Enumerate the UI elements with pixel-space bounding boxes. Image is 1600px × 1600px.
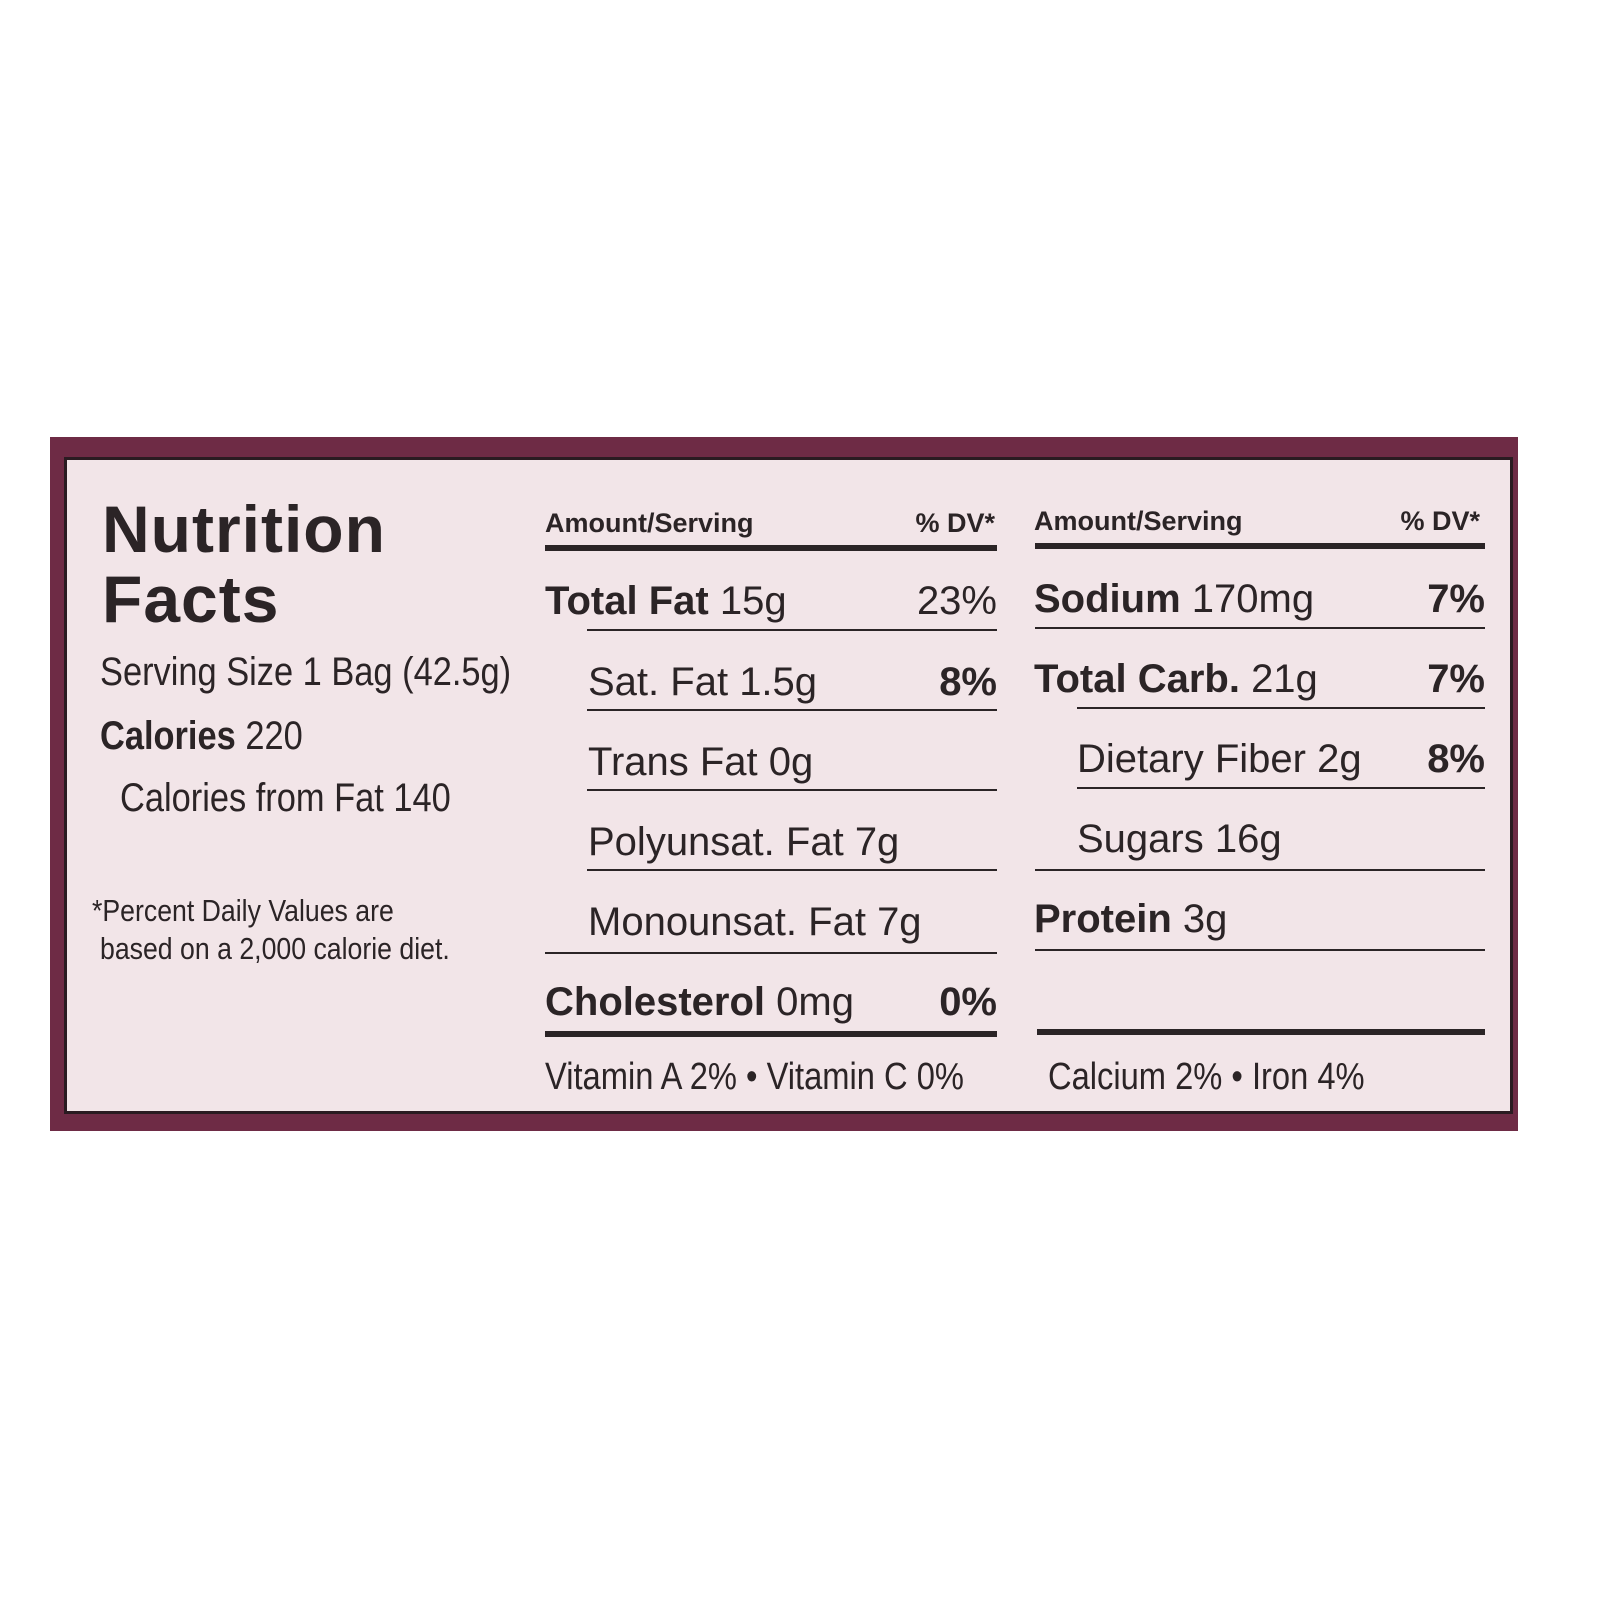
footnote-line2: based on a 2,000 calorie diet. <box>100 931 450 966</box>
nutrient-name: Dietary Fiber <box>1077 737 1306 781</box>
row-trans-fat: Trans Fat 0g <box>588 742 813 782</box>
header-dv-right: % DV* <box>1400 506 1480 536</box>
row-rule <box>1035 949 1485 951</box>
header-amount-right: Amount/Serving <box>1034 506 1243 536</box>
vitamins: Vitamin A 2% • Vitamin C 0% <box>545 1056 964 1098</box>
row-sodium: Sodium 170mg <box>1034 579 1314 619</box>
title-nutrition: Nutrition <box>102 492 386 566</box>
nutrient-name: Polyunsat. Fat <box>588 820 844 864</box>
dv-total-carb: 7% <box>1427 657 1485 701</box>
nutrient-amount: 21g <box>1251 657 1318 701</box>
nutrition-facts-panel <box>64 457 1513 1114</box>
dv-sat-fat: 8% <box>939 660 997 704</box>
nutrient-name: Total Carb. <box>1034 657 1240 701</box>
row-sugars: Sugars 16g <box>1077 819 1282 859</box>
row-rule <box>1077 707 1485 709</box>
nutrient-amount: 7g <box>877 900 922 944</box>
header-rule-left <box>545 545 997 551</box>
nutrient-amount: 170mg <box>1191 577 1315 621</box>
row-rule <box>1077 787 1485 789</box>
header-rule-right <box>1035 543 1485 549</box>
header-dv-left: % DV* <box>915 508 995 538</box>
row-rule <box>587 709 997 711</box>
row-dietary-fiber: Dietary Fiber 2g <box>1077 739 1362 779</box>
section-rule-left <box>545 1031 997 1037</box>
nutrient-amount: 1.5g <box>739 660 818 704</box>
nutrient-name: Sugars <box>1077 817 1204 861</box>
row-rule <box>587 629 997 631</box>
row-polyunsat-fat: Polyunsat. Fat 7g <box>588 822 899 862</box>
nutrient-amount: 3g <box>1182 897 1228 941</box>
row-protein: Protein 3g <box>1034 899 1227 939</box>
row-rule <box>587 789 997 791</box>
minerals: Calcium 2% • Iron 4% <box>1048 1056 1365 1098</box>
row-cholesterol: Cholesterol 0mg <box>545 982 854 1022</box>
row-rule <box>1035 627 1485 629</box>
footnote-line1: *Percent Daily Values are <box>92 893 394 928</box>
row-rule <box>1035 869 1485 871</box>
row-total-carb: Total Carb. 21g <box>1034 659 1318 699</box>
row-monounsat-fat: Monounsat. Fat 7g <box>588 902 922 942</box>
nutrient-amount: 2g <box>1317 737 1362 781</box>
nutrient-name: Total Fat <box>545 579 709 623</box>
nutrient-amount: 0mg <box>776 980 854 1024</box>
row-total-fat: Total Fat 15g <box>545 581 787 621</box>
header-amount-left: Amount/Serving <box>545 508 754 538</box>
calories: Calories 220 <box>100 716 303 756</box>
calories-label: Calories <box>100 714 236 758</box>
serving-size: Serving Size 1 Bag (42.5g) <box>100 650 512 694</box>
row-rule <box>545 952 997 954</box>
section-rule-right <box>1037 1029 1485 1035</box>
nutrient-name: Trans Fat <box>588 740 758 784</box>
nutrient-name: Monounsat. Fat <box>588 900 866 944</box>
dv-sodium: 7% <box>1427 577 1485 621</box>
nutrient-name: Sodium <box>1034 577 1181 621</box>
dv-cholesterol: 0% <box>939 980 997 1024</box>
nutrient-amount: 15g <box>719 579 787 623</box>
nutrient-amount: 7g <box>854 820 900 864</box>
title-facts: Facts <box>102 562 280 636</box>
nutrient-amount: 0g <box>768 740 814 784</box>
row-sat-fat: Sat. Fat 1.5g <box>588 662 817 702</box>
dv-total-fat: 23% <box>916 579 997 623</box>
dv-dietary-fiber: 8% <box>1427 737 1485 781</box>
nutrient-name: Cholesterol <box>545 980 766 1024</box>
row-rule <box>587 869 997 871</box>
nutrient-name: Sat. Fat <box>588 660 729 704</box>
nutrient-name: Protein <box>1034 897 1172 941</box>
nutrient-amount: 16g <box>1214 817 1282 861</box>
calories-from-fat: Calories from Fat 140 <box>120 776 451 820</box>
calories-value: 220 <box>245 714 303 758</box>
